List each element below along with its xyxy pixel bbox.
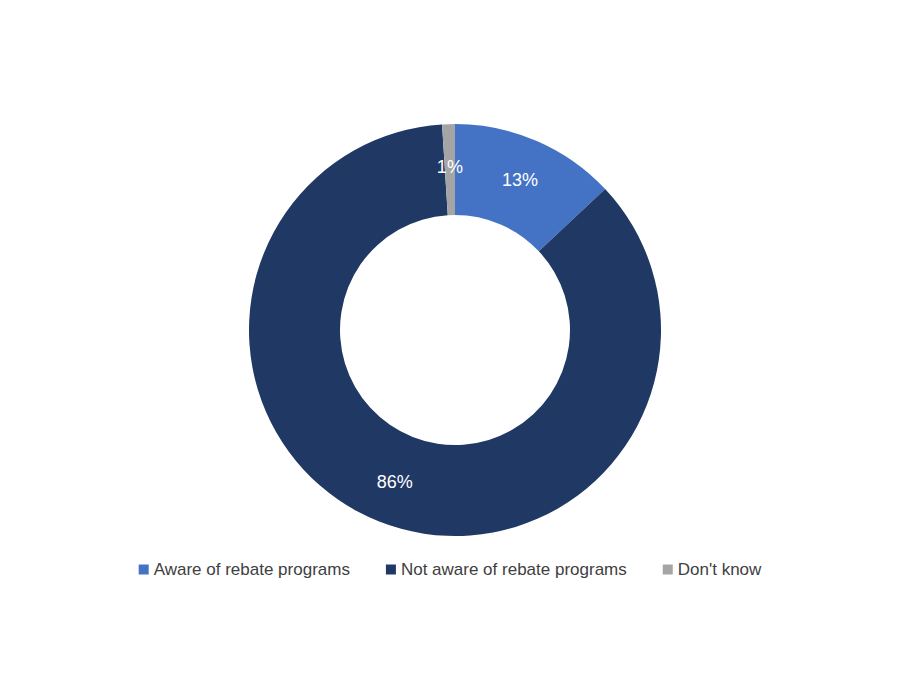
- svg-text:Not aware of rebate programs: Not aware of rebate programs: [401, 560, 627, 579]
- svg-text:1%: 1%: [437, 157, 463, 177]
- svg-text:Don't know: Don't know: [678, 560, 762, 579]
- svg-text:86%: 86%: [377, 472, 413, 492]
- svg-text:Aware of rebate programs: Aware of rebate programs: [154, 560, 350, 579]
- svg-text:13%: 13%: [502, 170, 538, 190]
